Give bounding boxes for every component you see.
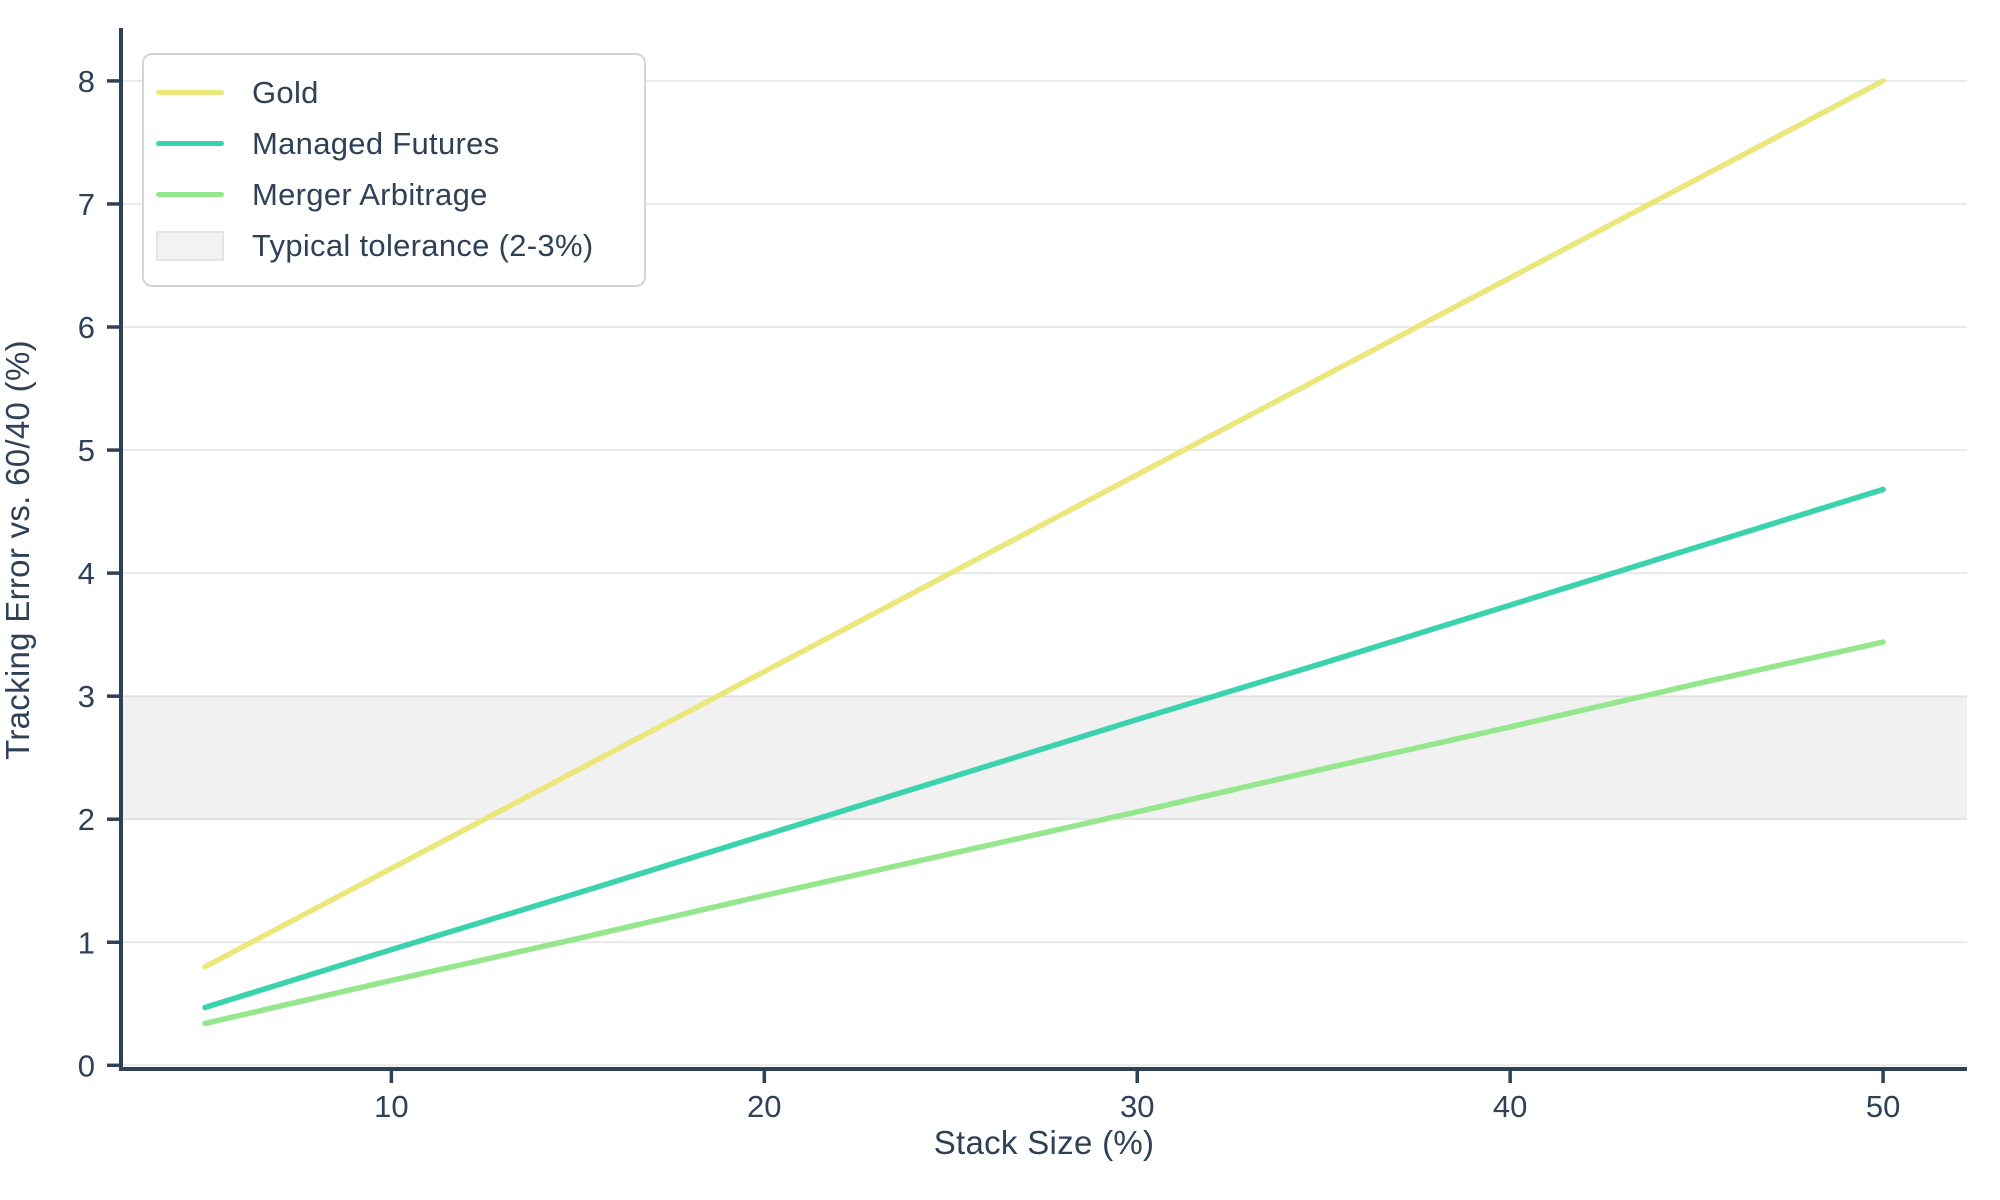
series-line-gold	[202, 78, 1886, 970]
x-axis-label: Stack Size (%)	[933, 1124, 1155, 1161]
y-tick-label-7: 7	[78, 187, 95, 222]
legend-item-managed-futures: Managed Futures	[156, 118, 624, 169]
legend: Gold Managed Futures Merger Arbitrage Typic…	[142, 53, 646, 287]
y-tick-label-8: 8	[78, 64, 95, 99]
x-tick-label-30: 30	[1120, 1089, 1154, 1124]
legend-item-label: Managed Futures	[252, 125, 500, 161]
series-line-managed-futures	[202, 486, 1886, 1011]
legend-line-swatch	[156, 90, 224, 95]
y-tick-label-6: 6	[78, 310, 95, 345]
y-tick-label-2: 2	[78, 802, 95, 837]
y-tick-label-1: 1	[78, 925, 95, 960]
legend-patch-swatch	[156, 230, 224, 261]
legend-item-merger-arbitrage: Merger Arbitrage	[156, 169, 624, 220]
y-tick-label-4: 4	[78, 556, 95, 591]
legend-item-label: Typical tolerance (2-3%)	[252, 227, 594, 263]
legend-item-gold: Gold	[156, 67, 624, 118]
legend-item-label: Merger Arbitrage	[252, 176, 488, 212]
x-tick-label-20: 20	[747, 1089, 781, 1124]
legend-item-label: Gold	[252, 74, 319, 110]
y-tick-label-5: 5	[78, 433, 95, 468]
y-tick-label-0: 0	[78, 1048, 95, 1083]
legend-line-swatch	[156, 141, 224, 146]
x-tick-label-40: 40	[1493, 1089, 1527, 1124]
x-tick-label-50: 50	[1866, 1089, 1900, 1124]
tolerance-band	[121, 696, 1967, 820]
y-axis-label: Tracking Error vs. 60/40 (%)	[0, 340, 36, 760]
x-tick-label-10: 10	[374, 1089, 408, 1124]
legend-item-typical-tolerance-2-3: Typical tolerance (2-3%)	[156, 220, 624, 271]
series-line-merger-arbitrage	[202, 639, 1886, 1027]
y-tick-label-3: 3	[78, 679, 95, 714]
legend-line-swatch	[156, 192, 224, 197]
